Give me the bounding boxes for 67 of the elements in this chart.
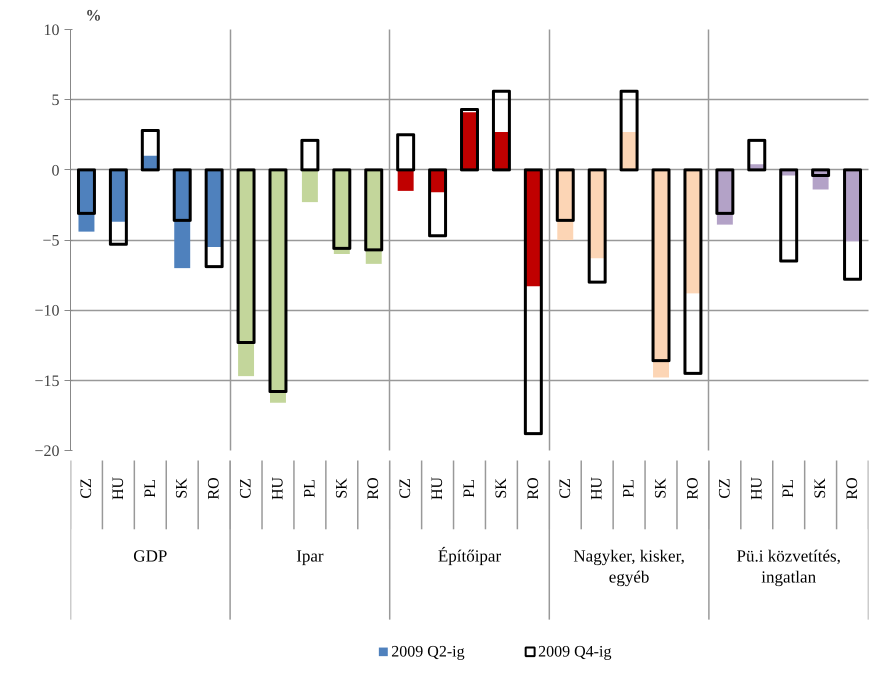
bar — [396, 133, 416, 172]
x-tick-label: CZ — [78, 478, 95, 499]
x-tick-label: RO — [524, 477, 542, 500]
x-tick-label: HU — [269, 476, 286, 500]
y-tick-label: 5 — [52, 92, 60, 110]
x-tick-label: PL — [620, 479, 638, 498]
y-tick-label: −5 — [42, 232, 60, 250]
bar — [683, 168, 702, 375]
x-tick-label: PL — [142, 479, 159, 498]
x-tick-label: SK — [812, 478, 830, 499]
bar — [588, 168, 607, 284]
bar — [524, 168, 543, 436]
bar — [428, 168, 448, 238]
x-tick-label: CZ — [556, 478, 574, 499]
text: GDP — [133, 546, 168, 566]
bar — [172, 168, 192, 222]
bar — [364, 168, 384, 252]
bar — [236, 168, 256, 344]
x-tick-label: SK — [174, 478, 191, 499]
x-tick-label: CZ — [716, 478, 734, 499]
legend-label: 2009 Q4-ig — [538, 643, 612, 660]
bar — [779, 168, 798, 263]
x-tick-label: RO — [365, 477, 382, 500]
bar — [747, 138, 766, 172]
x-tick-label: SK — [652, 478, 670, 499]
x-tick-label: HU — [748, 476, 766, 500]
y-tick-label: 10 — [44, 22, 60, 39]
y-tick-label: −15 — [34, 372, 60, 390]
bar — [204, 168, 224, 268]
x-tick-label: SK — [333, 478, 350, 499]
x-tick-label: RO — [844, 477, 862, 500]
bar — [398, 170, 414, 191]
bar — [332, 168, 352, 250]
x-tick-label: SK — [492, 478, 510, 499]
bar — [843, 168, 862, 281]
bar — [108, 168, 128, 246]
x-tick-label: PL — [461, 479, 478, 498]
text: Ipar — [296, 546, 324, 566]
bar — [76, 168, 96, 215]
bar — [715, 168, 734, 215]
bar — [620, 90, 639, 172]
x-tick-label: HU — [429, 476, 446, 500]
y-axis-title: % — [86, 8, 102, 24]
bar — [140, 129, 160, 172]
x-tick-label: PL — [780, 479, 798, 498]
x-tick-label: PL — [301, 479, 318, 498]
bar — [492, 90, 511, 172]
y-tick-label: −10 — [34, 302, 60, 320]
text: Építőipar — [438, 546, 502, 566]
bar — [652, 168, 670, 362]
x-tick-label: CZ — [397, 478, 414, 499]
x-tick-label: CZ — [238, 478, 255, 499]
y-tick-label: 0 — [52, 162, 60, 180]
x-tick-label: RO — [206, 477, 223, 500]
bar — [268, 168, 288, 394]
text: Nagyker, kisker, egyéb — [573, 546, 685, 586]
text: Pü.i közvetítés, ingatlan — [736, 546, 841, 586]
legend-label: 2009 Q2-ig — [391, 643, 465, 660]
bar — [811, 168, 830, 177]
y-tick-label: −20 — [34, 443, 60, 460]
x-tick-label: RO — [684, 477, 702, 500]
bar — [556, 168, 575, 222]
x-tick-label: HU — [110, 476, 127, 500]
bar — [460, 108, 479, 172]
bar — [302, 170, 318, 202]
x-tick-label: HU — [588, 476, 606, 500]
bar — [300, 138, 320, 172]
